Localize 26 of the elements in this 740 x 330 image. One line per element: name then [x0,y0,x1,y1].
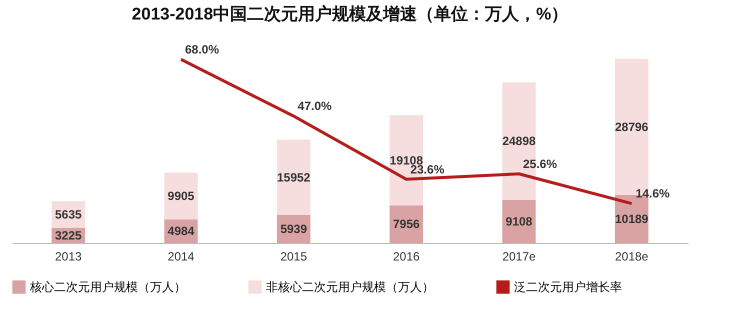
x-tick-label: 2018e [614,250,649,264]
data-label: 47.0% [298,99,332,114]
x-tick-label: 2013 [54,250,82,264]
data-label: 3225 [54,228,82,242]
data-label: 7956 [392,217,420,232]
x-tick-label: 2016 [392,250,420,264]
x-tick-label: 2014 [168,250,195,264]
data-label: 10189 [614,212,649,226]
data-label: 28796 [614,120,649,134]
data-label: 5635 [54,207,82,222]
x-tick-label: 2015 [280,250,308,264]
data-label: 5939 [280,222,308,236]
data-label: 4984 [168,224,195,238]
data-label: 15952 [276,170,311,184]
chart-title: 2013-2018中国二次元用户规模及增速（单位：万人，%） [132,4,568,24]
bar [276,140,310,215]
x-tick-label: 2017e [502,250,536,264]
legend-label: 核心二次元用户规模（万人） [29,280,186,294]
data-label: 25.6% [523,156,558,171]
legend-label: 泛二次元用户增长率 [514,280,622,294]
data-label: 9108 [506,214,533,228]
data-label: 9905 [168,189,195,204]
data-label: 68.0% [185,42,220,56]
data-label: 24898 [502,134,536,148]
legend-label: 非核心二次元用户规模（万人） [266,280,434,294]
data-label: 14.6% [636,186,670,201]
